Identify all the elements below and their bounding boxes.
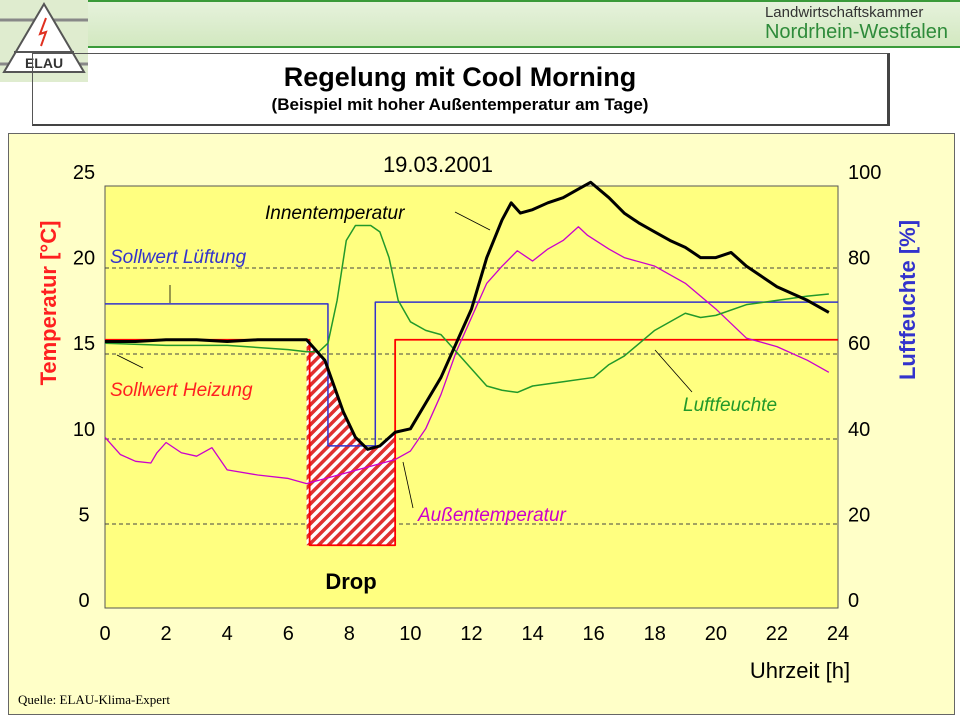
- label-sollwert-heizung: Sollwert Heizung: [110, 380, 253, 401]
- elau-logo: ELAU: [0, 0, 88, 82]
- x-tick-label: 22: [766, 623, 788, 645]
- y-tick-label: 5: [78, 504, 89, 526]
- chart-title: 19.03.2001: [383, 152, 493, 177]
- series-au-entemperatur: [104, 226, 830, 485]
- title-box: Regelung mit Cool Morning (Beispiel mit …: [32, 53, 890, 126]
- x-axis-label: Uhrzeit [h]: [750, 658, 850, 683]
- x-tick-label: 16: [583, 623, 605, 645]
- y-tick-label: 0: [78, 590, 89, 612]
- x-tick-label: 0: [99, 623, 110, 645]
- x-tick-label: 14: [521, 623, 543, 645]
- y-tick-label: 15: [73, 333, 95, 355]
- x-tick-label: 6: [283, 623, 294, 645]
- x-tick-label: 8: [344, 623, 355, 645]
- source-note: Quelle: ELAU-Klima-Expert: [18, 692, 170, 707]
- lwk-logo: Landwirtschaftskammer Nordrhein-Westfale…: [765, 4, 948, 44]
- org-line2: Nordrhein-Westfalen: [764, 21, 948, 43]
- series-innentemperatur: [105, 180, 830, 451]
- org-line1: Landwirtschaftskammer: [764, 4, 924, 21]
- x-tick-label: 18: [644, 623, 666, 645]
- logo-text: ELAU: [25, 55, 63, 71]
- y-axis-label: Temperatur [°C]: [36, 221, 61, 386]
- x-tick-label: 4: [222, 623, 233, 645]
- label-luftfeuchte: Luftfeuchte: [683, 395, 777, 416]
- drop-hatched-area: [306, 339, 396, 546]
- y-tick-label: 20: [73, 248, 95, 270]
- x-tick-label: 20: [705, 623, 727, 645]
- page-subtitle: (Beispiel mit hoher Außentemperatur am T…: [271, 95, 649, 114]
- y2-tick-label: 0: [848, 590, 859, 612]
- leader-lines: [116, 211, 693, 509]
- x-tick-label: 12: [460, 623, 482, 645]
- series-sollwert-l-ftung: [105, 301, 838, 447]
- x-tick-label: 24: [827, 623, 849, 645]
- lightning-triangle-icon: ELAU: [0, 2, 88, 73]
- header-band: [88, 0, 960, 48]
- y-tick-label: 25: [73, 162, 95, 184]
- y2-axis-label: Luftfeuchte [%]: [895, 220, 920, 380]
- y2-tick-label: 60: [848, 333, 870, 355]
- x-tick-label: 2: [161, 623, 172, 645]
- drop-annotation: Drop: [325, 569, 376, 594]
- label-innentemperatur: Innentemperatur: [265, 203, 405, 224]
- y2-tick-label: 100: [848, 162, 881, 184]
- x-tick-label: 10: [399, 623, 421, 645]
- y-tick-label: 10: [73, 419, 95, 441]
- label-aussentemperatur: Außentemperatur: [417, 505, 567, 526]
- y2-tick-label: 80: [848, 248, 870, 270]
- label-sollwert-lueftung: Sollwert Lüftung: [110, 247, 247, 268]
- page-title: Regelung mit Cool Morning: [283, 62, 637, 92]
- series-luftfeuchte: [104, 224, 829, 394]
- y2-tick-label: 20: [848, 504, 870, 526]
- y2-tick-label: 40: [848, 419, 870, 441]
